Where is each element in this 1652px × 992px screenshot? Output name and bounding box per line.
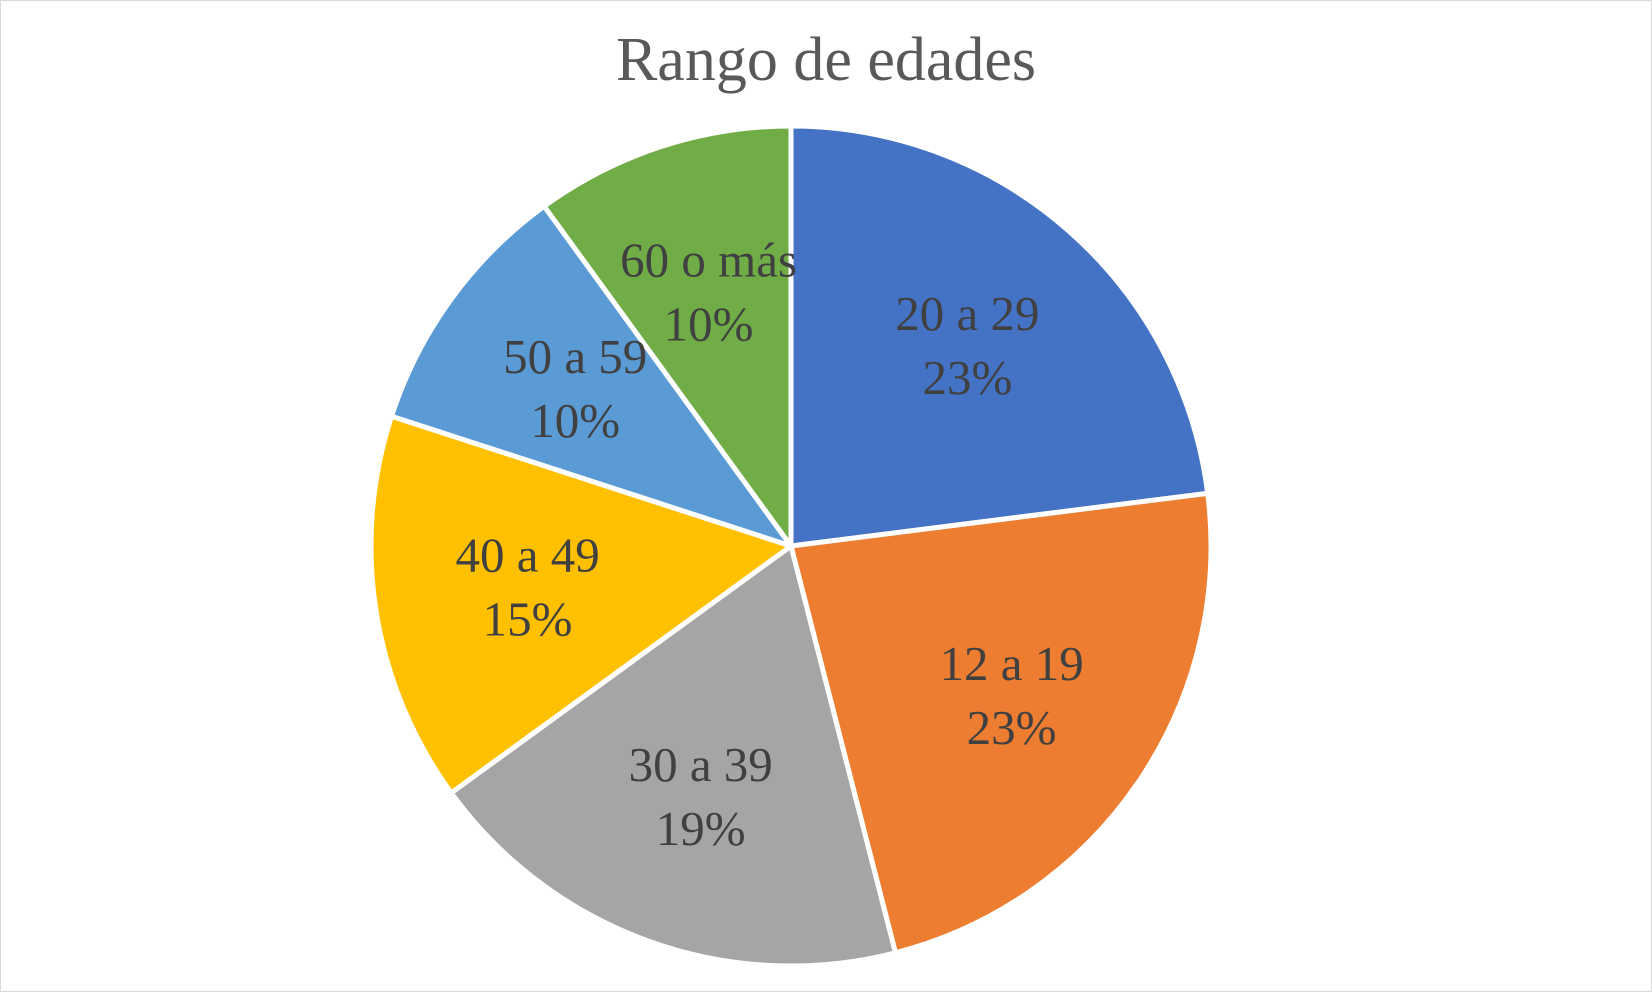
slice-percent-label: 10% <box>530 393 620 448</box>
pie-slice <box>448 543 898 969</box>
slice-category-label: 20 a 29 <box>895 286 1039 341</box>
labels-layer: 20 a 29 23% 12 a 19 23% 30 a 39 19% 40 a 49 15%… <box>455 232 1083 856</box>
slices-layer <box>368 123 1214 969</box>
chart-title: Rango de edades <box>615 26 1037 94</box>
slice-percent-label: 23% <box>922 350 1012 405</box>
pie-slice <box>788 490 1214 956</box>
slice-category-label: 50 a 59 <box>503 329 647 384</box>
slice-category-label: 40 a 49 <box>455 528 599 583</box>
slice-percent-label: 15% <box>483 592 573 647</box>
slice-category-label: 60 o más <box>620 232 797 287</box>
pie-slice <box>389 203 794 549</box>
pie-slice <box>368 413 794 796</box>
pie-slice <box>788 123 1211 549</box>
slice-percent-label: 23% <box>967 700 1057 755</box>
slice-percent-label: 10% <box>664 296 754 351</box>
slice-category-label: 12 a 19 <box>939 636 1083 691</box>
pie-slice <box>541 123 794 549</box>
slice-percent-label: 19% <box>656 801 746 856</box>
slice-category-label: 30 a 39 <box>629 737 773 792</box>
